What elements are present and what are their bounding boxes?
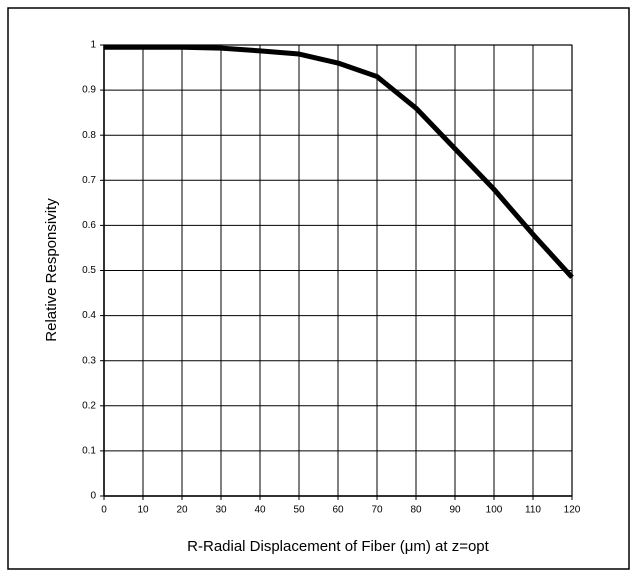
y-tick-label: 0.2 [82, 400, 96, 411]
y-tick-label: 0.5 [82, 265, 96, 276]
x-tick-label: 50 [293, 505, 305, 516]
y-tick-label: 0.9 [82, 85, 96, 96]
y-tick-label: 0.7 [82, 175, 96, 186]
y-tick-label: 0.1 [82, 446, 96, 457]
y-tick-label: 0.6 [82, 220, 96, 231]
y-tick-label: 1 [90, 40, 96, 51]
x-tick-label: 120 [564, 505, 581, 516]
x-tick-label: 90 [449, 505, 461, 516]
x-tick-label: 60 [332, 505, 344, 516]
y-tick-label: 0.4 [82, 310, 96, 321]
x-axis-label: R-Radial Displacement of Fiber (μm) at z… [187, 538, 489, 555]
x-tick-label: 10 [137, 505, 149, 516]
y-axis-label: Relative Responsivity [43, 198, 60, 342]
x-tick-label: 20 [176, 505, 188, 516]
x-tick-label: 30 [215, 505, 227, 516]
x-tick-label: 110 [525, 505, 541, 516]
data-line [104, 44, 574, 279]
y-tick-label: 0.3 [82, 355, 96, 366]
x-tick-label: 70 [371, 505, 383, 516]
y-tick-label: 0.8 [82, 130, 96, 141]
x-tick-label: 100 [486, 505, 503, 516]
x-tick-label: 80 [410, 505, 422, 516]
y-tick-label: 0 [90, 491, 96, 502]
x-tick-label: 0 [101, 505, 107, 516]
x-tick-label: 40 [254, 505, 266, 516]
